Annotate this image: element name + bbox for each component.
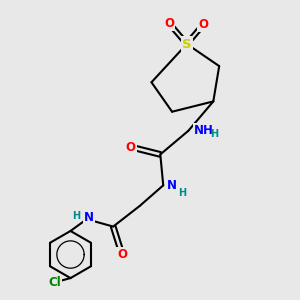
Text: O: O [126,141,136,154]
Text: N: N [84,211,94,224]
Text: O: O [117,248,127,261]
Text: O: O [164,17,174,30]
Text: H: H [210,129,218,139]
Text: N: N [167,179,177,192]
Text: S: S [182,38,192,50]
Text: Cl: Cl [48,276,61,289]
Text: H: H [72,211,80,221]
Text: NH: NH [194,124,214,137]
Text: O: O [198,18,208,32]
Text: H: H [178,188,186,198]
